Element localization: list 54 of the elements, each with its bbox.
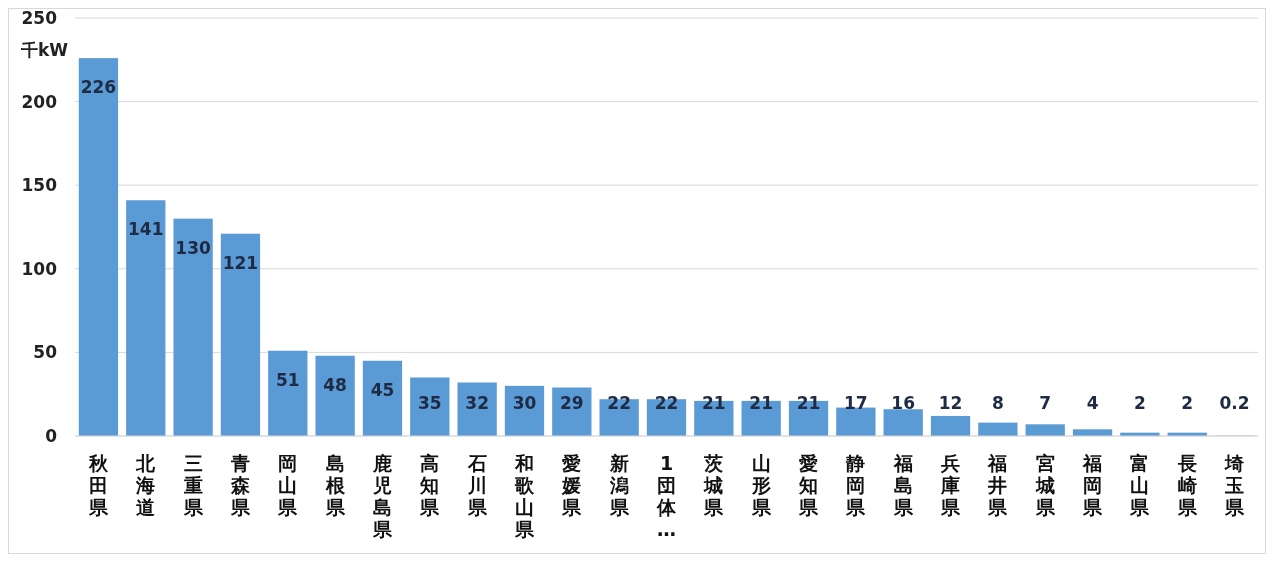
data-label: 4 bbox=[1086, 392, 1099, 413]
data-label: 45 bbox=[370, 379, 395, 400]
x-tick-label: 福岡県 bbox=[1082, 452, 1104, 518]
data-label: 51 bbox=[275, 369, 300, 390]
data-label: 226 bbox=[80, 77, 117, 98]
data-label: 16 bbox=[891, 392, 916, 413]
y-tick-label: 50 bbox=[33, 342, 58, 363]
y-tick-label: 150 bbox=[21, 175, 58, 196]
x-tick-label: 鹿児島県 bbox=[371, 452, 393, 540]
y-tick-label: 100 bbox=[21, 258, 58, 279]
data-label: 7 bbox=[1039, 392, 1052, 413]
data-label: 22 bbox=[607, 392, 631, 413]
data-label: 2 bbox=[1133, 392, 1146, 413]
x-tick-label: 和歌山県 bbox=[513, 452, 535, 540]
data-label: 2 bbox=[1181, 392, 1194, 413]
y-tick-label: 0 bbox=[45, 425, 58, 446]
x-tick-label: 愛知県 bbox=[798, 452, 820, 518]
data-label: 32 bbox=[465, 392, 489, 413]
x-tick-label: 兵庫県 bbox=[940, 452, 962, 518]
x-tick-label: 新潟県 bbox=[608, 452, 630, 518]
y-axis-title: 千kW bbox=[20, 40, 69, 60]
data-label: 30 bbox=[512, 392, 537, 413]
x-tick-label: 石川県 bbox=[466, 452, 488, 518]
data-label: 121 bbox=[222, 252, 259, 273]
x-tick-label: 愛媛県 bbox=[561, 452, 583, 518]
x-tick-label: 富山県 bbox=[1129, 452, 1151, 518]
data-label: 130 bbox=[175, 237, 212, 258]
data-label: 12 bbox=[938, 392, 963, 413]
x-tick-label: 岡山県 bbox=[277, 452, 299, 518]
y-tick-label: 200 bbox=[21, 91, 58, 112]
x-tick-label: 山形県 bbox=[750, 452, 772, 518]
data-label: 48 bbox=[323, 374, 347, 395]
x-tick-label: 福井県 bbox=[987, 452, 1009, 518]
x-tick-label: 高知県 bbox=[419, 452, 441, 518]
data-label: 35 bbox=[417, 392, 442, 413]
data-label: 17 bbox=[844, 392, 868, 413]
x-tick-label: 宮城県 bbox=[1034, 452, 1056, 518]
x-tick-label: 秋田県 bbox=[87, 452, 109, 518]
data-label: 8 bbox=[991, 392, 1004, 413]
x-tick-label: 福島県 bbox=[892, 452, 914, 518]
data-label: 29 bbox=[559, 392, 584, 413]
x-tick-label: 北海道 bbox=[135, 452, 157, 518]
x-tick-label: 長崎県 bbox=[1176, 452, 1198, 518]
data-label: 141 bbox=[128, 219, 164, 240]
y-tick-label: 250 bbox=[21, 7, 58, 28]
x-tick-label: 茨城県 bbox=[703, 452, 725, 518]
x-tick-label: 1団体… bbox=[656, 452, 677, 540]
x-tick-label: 三重県 bbox=[182, 452, 204, 518]
x-tick-label: 青森県 bbox=[229, 452, 251, 518]
data-label: 0.2 bbox=[1219, 392, 1250, 413]
x-tick-label: 島根県 bbox=[324, 452, 346, 518]
data-label: 22 bbox=[654, 392, 679, 413]
x-tick-label: 埼玉県 bbox=[1224, 452, 1246, 518]
x-tick-label: 静岡県 bbox=[845, 452, 867, 518]
